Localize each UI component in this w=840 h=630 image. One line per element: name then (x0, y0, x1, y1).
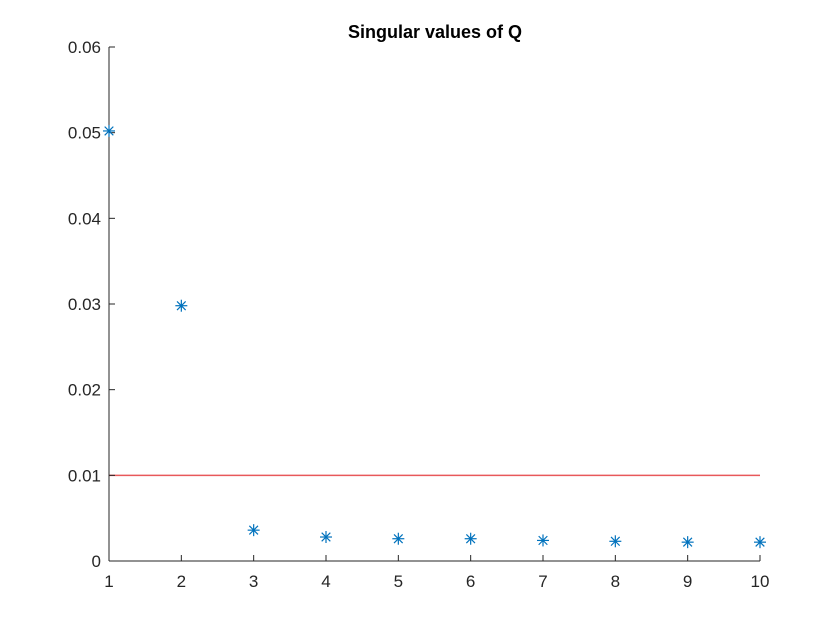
x-tick-label: 8 (611, 572, 620, 591)
data-point (754, 536, 766, 549)
y-tick-label: 0.06 (68, 38, 101, 57)
data-point (609, 535, 622, 548)
data-point (247, 524, 260, 537)
data-point (103, 124, 115, 137)
data-point (175, 299, 188, 312)
y-tick-label: 0.01 (68, 466, 101, 485)
x-tick-label: 3 (249, 572, 258, 591)
y-tick-label: 0.02 (68, 381, 101, 400)
x-tick-label: 2 (177, 572, 186, 591)
chart-title: Singular values of Q (348, 22, 522, 42)
data-point (320, 531, 332, 544)
y-tick-label: 0.03 (68, 295, 101, 314)
data-point (464, 532, 477, 545)
x-tick-label: 1 (104, 572, 113, 591)
x-tick-label: 4 (321, 572, 330, 591)
x-tick-label: 6 (466, 572, 475, 591)
data-point (392, 532, 405, 545)
y-tick-label: 0.05 (68, 124, 101, 143)
x-tick-label: 5 (394, 572, 403, 591)
data-point (537, 534, 549, 547)
y-tick-label: 0.04 (68, 209, 101, 228)
data-point (681, 536, 694, 549)
x-tick-label: 9 (683, 572, 692, 591)
x-tick-label: 10 (751, 572, 770, 591)
y-tick-label: 0 (92, 552, 101, 571)
x-tick-label: 7 (538, 572, 547, 591)
